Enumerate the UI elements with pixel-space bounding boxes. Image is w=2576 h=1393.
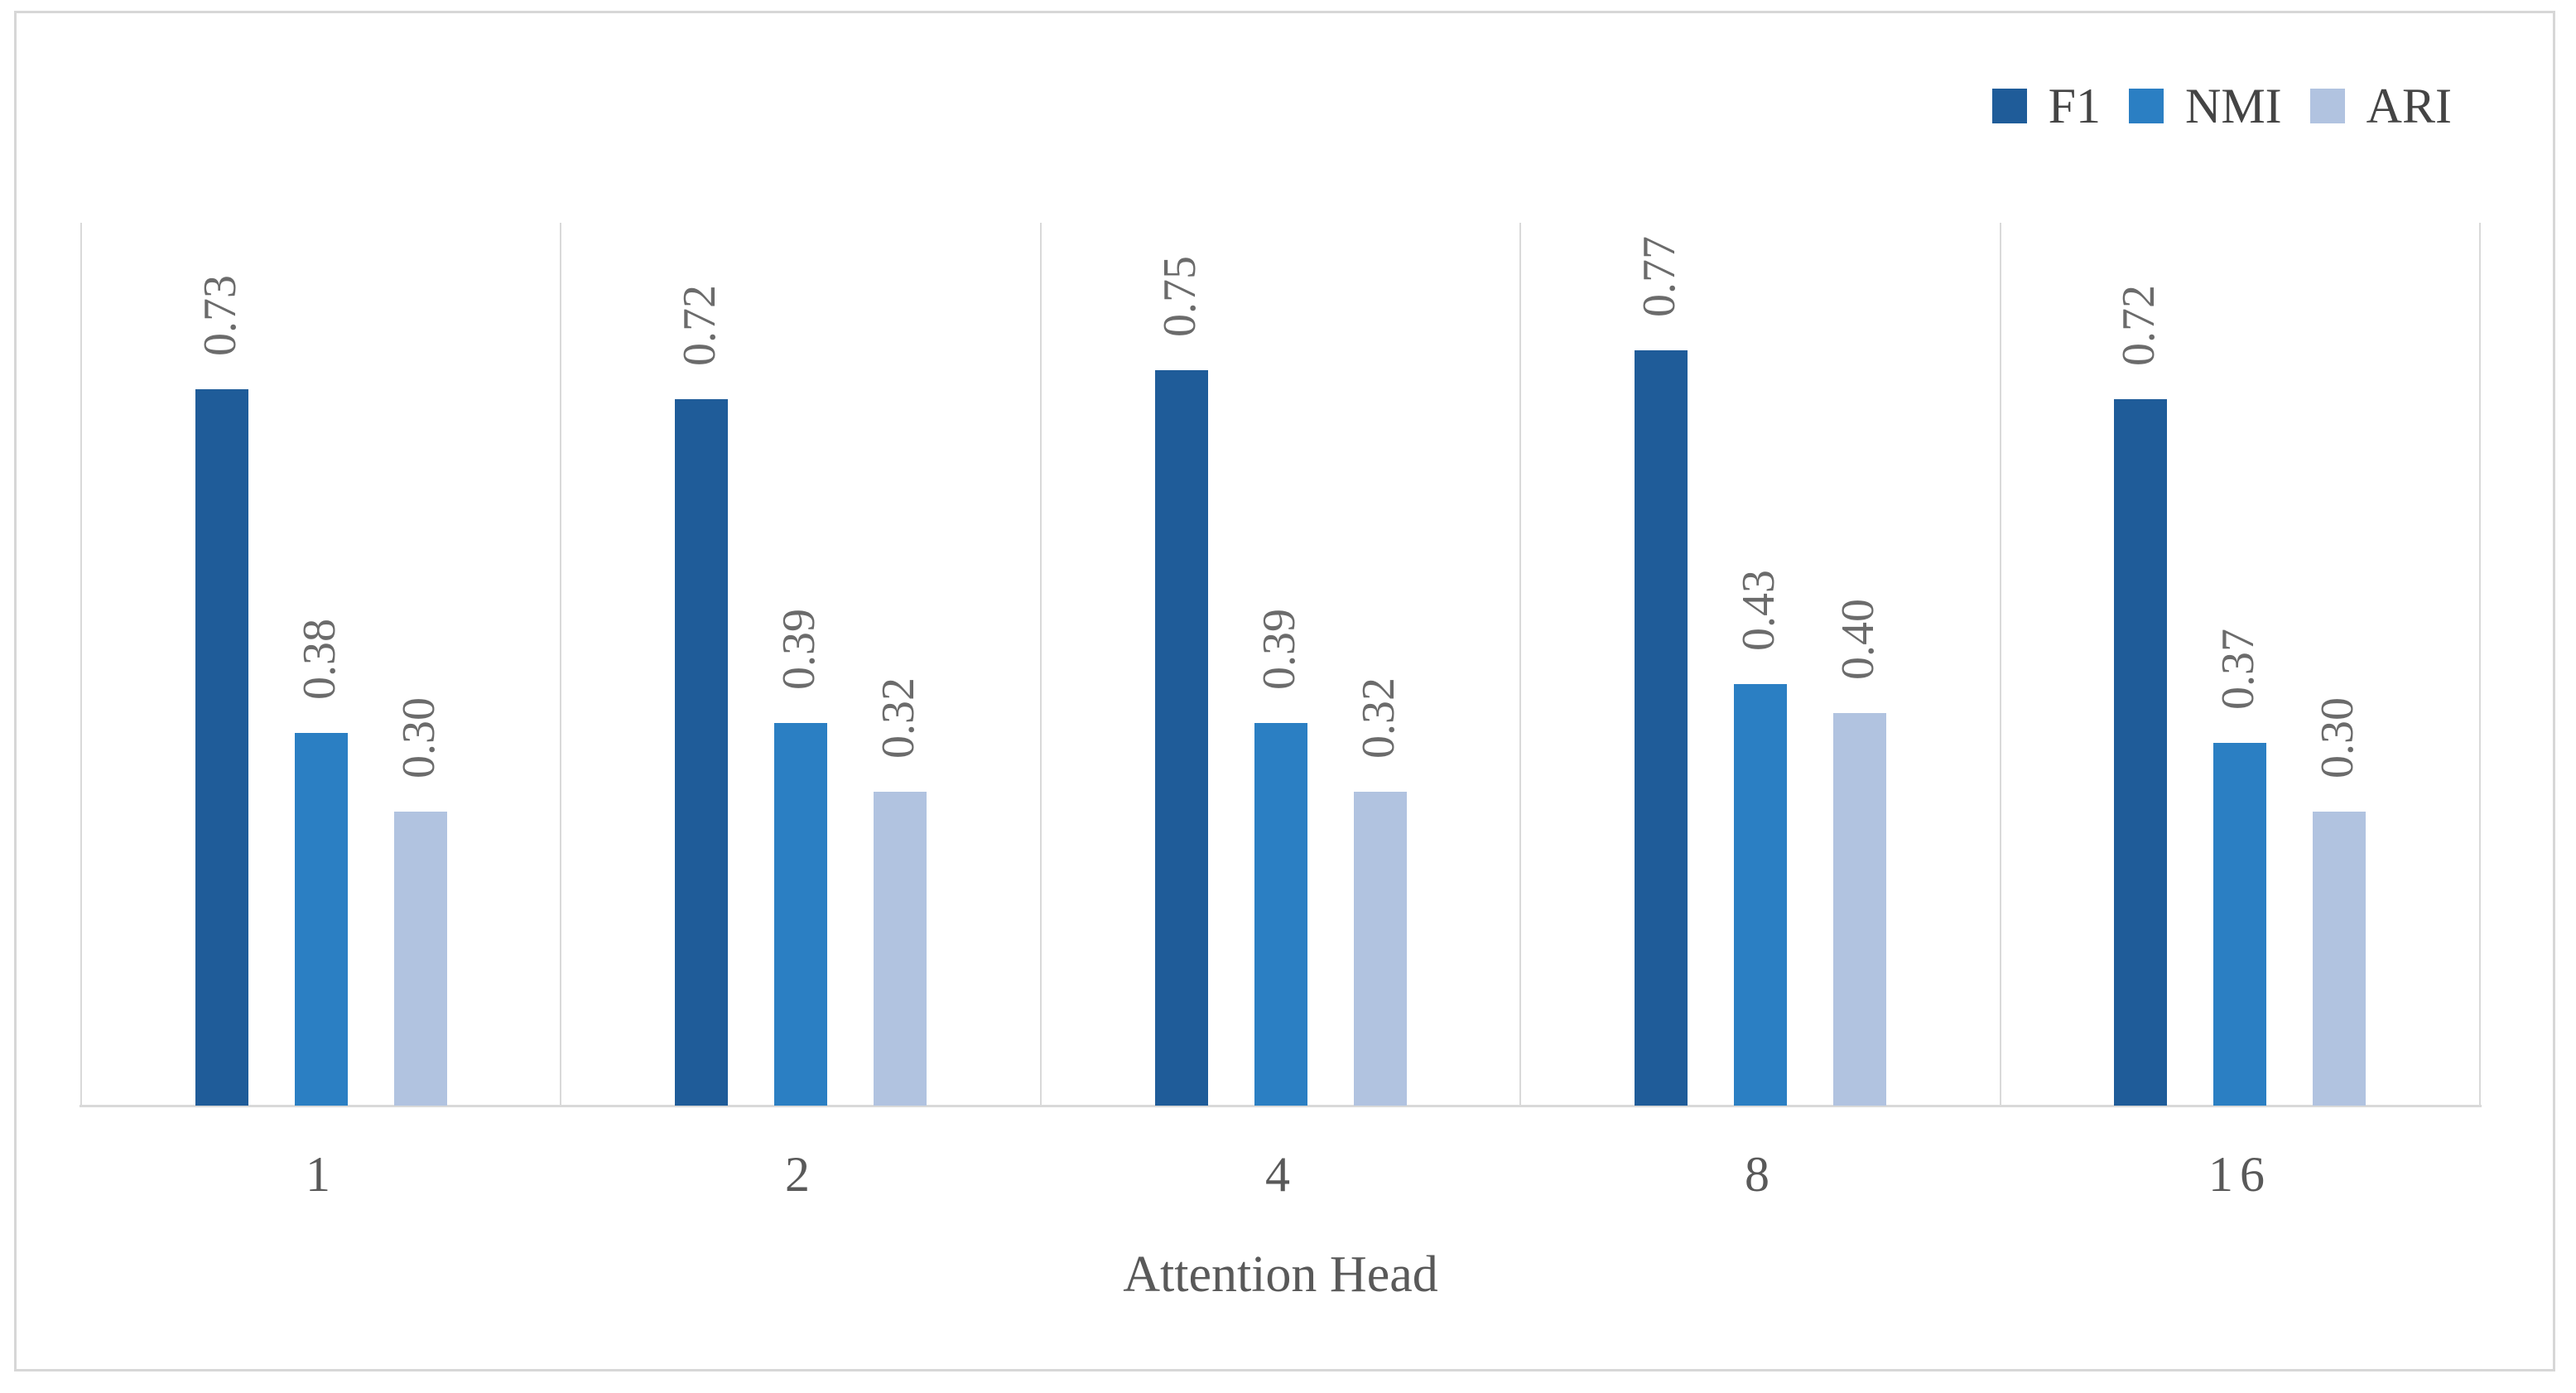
bar-ari-head-1 xyxy=(394,812,447,1106)
category-separator-line xyxy=(560,223,561,1106)
bar-ari-head-2 xyxy=(874,792,927,1106)
value-label-nmi-head-16: 0.37 xyxy=(2212,629,2264,710)
value-label-f1-head-16: 0.72 xyxy=(2113,285,2164,366)
category-separator-line xyxy=(2000,223,2001,1106)
value-label-nmi-head-4: 0.39 xyxy=(1254,609,1305,690)
category-label-8: 8 xyxy=(1745,1147,1776,1202)
legend-swatch-icon xyxy=(2128,89,2164,123)
bar-f1-head-4 xyxy=(1155,370,1208,1106)
legend: F1 NMI ARI xyxy=(1991,79,2452,133)
value-label-ari-head-2: 0.32 xyxy=(873,677,924,759)
category-label-4: 4 xyxy=(1265,1147,1297,1202)
legend-swatch-icon xyxy=(2309,89,2345,123)
category-separator-line xyxy=(2479,223,2481,1106)
bar-f1-head-2 xyxy=(675,399,728,1106)
value-label-f1-head-4: 0.75 xyxy=(1154,256,1206,337)
value-label-ari-head-16: 0.30 xyxy=(2312,697,2363,778)
category-separator-line xyxy=(1519,223,1521,1106)
bar-nmi-head-1 xyxy=(295,733,348,1106)
legend-item-f1: F1 xyxy=(1991,79,2101,133)
value-label-nmi-head-8: 0.43 xyxy=(1733,570,1784,651)
category-label-16: 16 xyxy=(2208,1147,2271,1202)
value-label-ari-head-8: 0.40 xyxy=(1832,599,1884,680)
legend-item-ari: ARI xyxy=(2309,79,2452,133)
bar-ari-head-8 xyxy=(1833,713,1886,1106)
bar-ari-head-16 xyxy=(2313,812,2366,1106)
bar-nmi-head-2 xyxy=(774,723,827,1106)
bar-nmi-head-8 xyxy=(1734,684,1787,1106)
legend-item-nmi: NMI xyxy=(2128,79,2282,133)
legend-swatch-icon xyxy=(1991,89,2027,123)
bar-f1-head-8 xyxy=(1635,350,1688,1106)
bar-f1-head-16 xyxy=(2114,399,2167,1106)
bar-f1-head-1 xyxy=(195,389,248,1106)
bar-ari-head-4 xyxy=(1354,792,1407,1106)
x-axis-baseline xyxy=(79,1105,2482,1107)
bar-nmi-head-4 xyxy=(1254,723,1307,1106)
value-label-f1-head-2: 0.72 xyxy=(674,285,725,366)
legend-label: NMI xyxy=(2184,79,2282,133)
legend-label: ARI xyxy=(2366,79,2452,133)
bar-nmi-head-16 xyxy=(2213,743,2266,1106)
value-label-ari-head-1: 0.30 xyxy=(393,697,445,778)
category-separator-line xyxy=(80,223,82,1106)
x-axis-title: Attention Head xyxy=(1123,1246,1438,1303)
category-label-1: 1 xyxy=(306,1147,337,1202)
value-label-nmi-head-2: 0.39 xyxy=(773,609,825,690)
value-label-ari-head-4: 0.32 xyxy=(1353,677,1404,759)
legend-label: F1 xyxy=(2048,79,2101,133)
category-label-2: 2 xyxy=(785,1147,816,1202)
category-separator-line xyxy=(1040,223,1042,1106)
plot-area: 0.73 0.38 0.30 0.72 0.39 0.32 0.75 0.39 0.32 0.77… xyxy=(79,223,2482,1107)
value-label-f1-head-1: 0.73 xyxy=(195,275,246,356)
value-label-f1-head-8: 0.77 xyxy=(1634,236,1685,317)
value-label-nmi-head-1: 0.38 xyxy=(294,619,345,700)
